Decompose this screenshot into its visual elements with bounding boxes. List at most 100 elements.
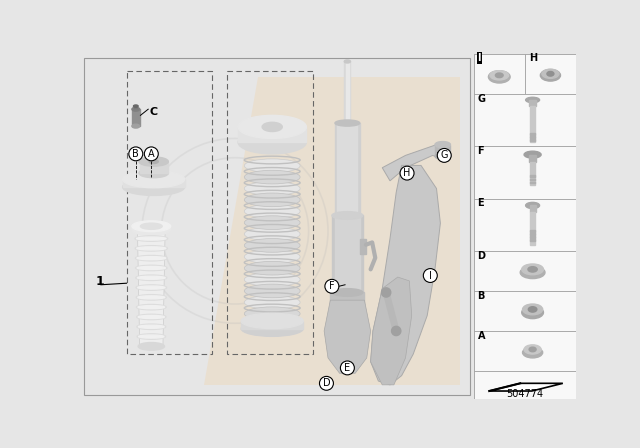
Ellipse shape bbox=[132, 221, 171, 232]
Ellipse shape bbox=[528, 267, 537, 272]
Bar bbox=[332, 215, 363, 293]
Text: 1: 1 bbox=[95, 275, 104, 288]
Ellipse shape bbox=[136, 275, 167, 280]
Ellipse shape bbox=[335, 212, 360, 219]
Bar bbox=[531, 133, 535, 134]
Bar bbox=[531, 239, 535, 241]
Bar bbox=[474, 251, 576, 291]
Circle shape bbox=[423, 269, 437, 282]
Bar bbox=[474, 54, 576, 399]
Ellipse shape bbox=[138, 286, 165, 289]
Bar bbox=[241, 321, 303, 329]
Ellipse shape bbox=[137, 314, 166, 320]
Bar bbox=[474, 94, 576, 146]
Ellipse shape bbox=[138, 325, 164, 328]
Text: H: H bbox=[529, 53, 537, 64]
Bar bbox=[531, 139, 535, 141]
Ellipse shape bbox=[244, 216, 300, 229]
Ellipse shape bbox=[244, 181, 300, 195]
Ellipse shape bbox=[529, 347, 536, 352]
Ellipse shape bbox=[134, 105, 138, 107]
Bar bbox=[335, 123, 360, 215]
Text: B: B bbox=[477, 291, 485, 301]
Ellipse shape bbox=[524, 151, 541, 158]
Ellipse shape bbox=[435, 153, 451, 159]
Bar bbox=[344, 61, 351, 123]
Text: 504774: 504774 bbox=[506, 389, 543, 399]
Text: H: H bbox=[403, 168, 411, 178]
Text: G: G bbox=[477, 94, 486, 103]
Polygon shape bbox=[204, 77, 460, 385]
Bar bbox=[132, 109, 140, 126]
Ellipse shape bbox=[490, 71, 509, 80]
Text: F: F bbox=[477, 146, 484, 156]
Circle shape bbox=[437, 148, 451, 162]
Bar bbox=[474, 198, 576, 251]
Circle shape bbox=[319, 376, 333, 390]
Bar bbox=[474, 146, 576, 198]
Ellipse shape bbox=[137, 247, 166, 250]
Ellipse shape bbox=[244, 284, 300, 298]
Ellipse shape bbox=[135, 236, 168, 241]
Ellipse shape bbox=[522, 264, 543, 275]
Ellipse shape bbox=[139, 157, 168, 166]
Bar bbox=[531, 211, 535, 246]
Ellipse shape bbox=[335, 120, 360, 126]
Bar bbox=[531, 176, 535, 177]
Ellipse shape bbox=[137, 267, 165, 270]
Ellipse shape bbox=[244, 261, 300, 275]
Polygon shape bbox=[134, 106, 138, 109]
Bar bbox=[123, 179, 184, 187]
Ellipse shape bbox=[138, 296, 164, 299]
Bar bbox=[525, 54, 576, 94]
Text: E: E bbox=[477, 198, 484, 208]
Ellipse shape bbox=[138, 276, 165, 279]
Circle shape bbox=[381, 288, 391, 297]
Bar bbox=[531, 233, 535, 235]
Circle shape bbox=[340, 361, 355, 375]
Ellipse shape bbox=[262, 122, 282, 132]
Ellipse shape bbox=[332, 211, 363, 220]
Ellipse shape bbox=[137, 334, 166, 339]
Bar bbox=[335, 215, 360, 293]
Ellipse shape bbox=[136, 295, 166, 300]
Ellipse shape bbox=[542, 69, 559, 78]
Ellipse shape bbox=[136, 255, 167, 261]
Polygon shape bbox=[382, 145, 448, 181]
Polygon shape bbox=[138, 223, 165, 346]
Ellipse shape bbox=[344, 60, 351, 63]
Ellipse shape bbox=[522, 304, 543, 315]
Ellipse shape bbox=[244, 204, 300, 218]
Text: G: G bbox=[440, 151, 448, 160]
Ellipse shape bbox=[241, 313, 303, 329]
Ellipse shape bbox=[137, 324, 166, 329]
Ellipse shape bbox=[123, 171, 184, 188]
Text: E: E bbox=[344, 363, 351, 373]
Bar bbox=[435, 145, 451, 156]
Bar bbox=[127, 71, 212, 354]
Text: F: F bbox=[329, 281, 335, 291]
Bar bbox=[529, 155, 536, 162]
Circle shape bbox=[392, 326, 401, 336]
Bar bbox=[531, 162, 535, 185]
Bar bbox=[531, 136, 535, 138]
Bar bbox=[474, 371, 576, 399]
Ellipse shape bbox=[244, 307, 300, 321]
Bar bbox=[531, 230, 535, 232]
Bar bbox=[238, 127, 307, 142]
Ellipse shape bbox=[525, 97, 540, 103]
Bar bbox=[360, 238, 366, 254]
Ellipse shape bbox=[138, 306, 164, 309]
Bar bbox=[330, 293, 364, 346]
Ellipse shape bbox=[435, 142, 451, 148]
Ellipse shape bbox=[149, 159, 158, 164]
Ellipse shape bbox=[139, 335, 164, 338]
Ellipse shape bbox=[529, 307, 537, 312]
Ellipse shape bbox=[139, 168, 168, 178]
Bar bbox=[474, 291, 576, 331]
Ellipse shape bbox=[137, 257, 166, 260]
Bar bbox=[529, 206, 536, 211]
Circle shape bbox=[325, 280, 339, 293]
Ellipse shape bbox=[244, 296, 300, 309]
Ellipse shape bbox=[244, 170, 300, 184]
